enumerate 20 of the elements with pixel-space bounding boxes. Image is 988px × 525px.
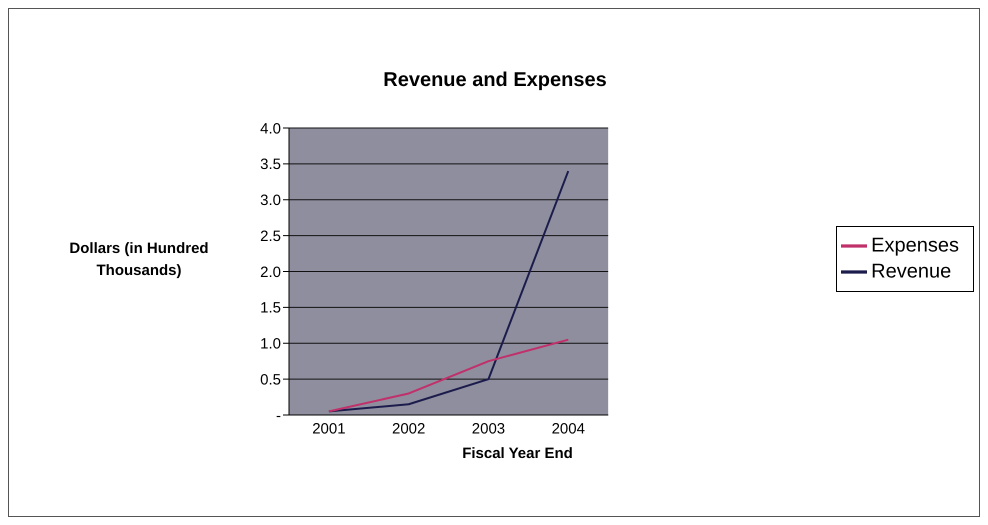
line-series <box>328 338 570 412</box>
y-axis-title: Dollars (in Hundred Thousands) <box>69 239 209 281</box>
legend-label: Revenue <box>871 260 952 282</box>
y-tick-label: 1.5 <box>260 300 281 317</box>
y-tick-label: 0.5 <box>260 371 281 388</box>
x-tick-label: 2002 <box>392 420 426 438</box>
chart-title: Revenue and Expenses <box>382 69 608 92</box>
y-tick-label: 3.0 <box>260 192 281 210</box>
y-tick-label: - <box>276 407 281 424</box>
line-series <box>328 170 570 412</box>
y-tick-label: 2.5 <box>260 228 281 245</box>
y-tick-label: 3.5 <box>260 156 281 174</box>
y-tick-label: 4.0 <box>260 120 281 138</box>
x-tick-label: 2004 <box>552 420 585 438</box>
x-tick-label: 2001 <box>312 420 346 438</box>
x-axis-title: Fiscal Year End <box>461 445 574 462</box>
y-tick-label: 2.0 <box>260 264 281 281</box>
x-tick-label: 2003 <box>472 420 506 438</box>
y-tick-label: 1.0 <box>260 336 281 353</box>
legend-label: Expenses <box>871 234 959 256</box>
